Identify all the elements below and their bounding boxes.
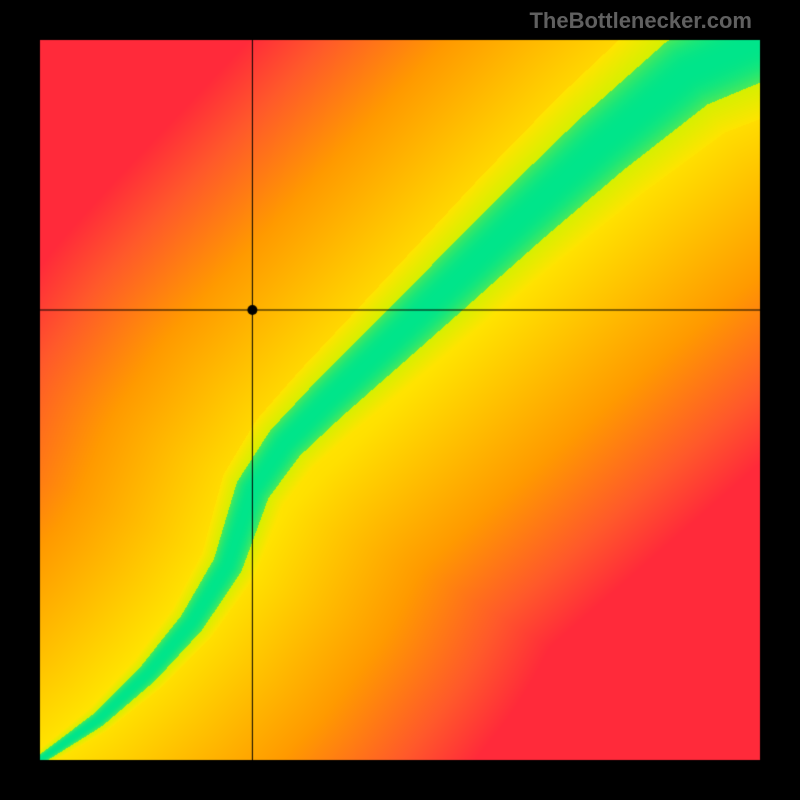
heatmap-canvas [0, 0, 800, 800]
chart-container: TheBottlenecker.com [0, 0, 800, 800]
watermark-text: TheBottlenecker.com [529, 8, 752, 34]
